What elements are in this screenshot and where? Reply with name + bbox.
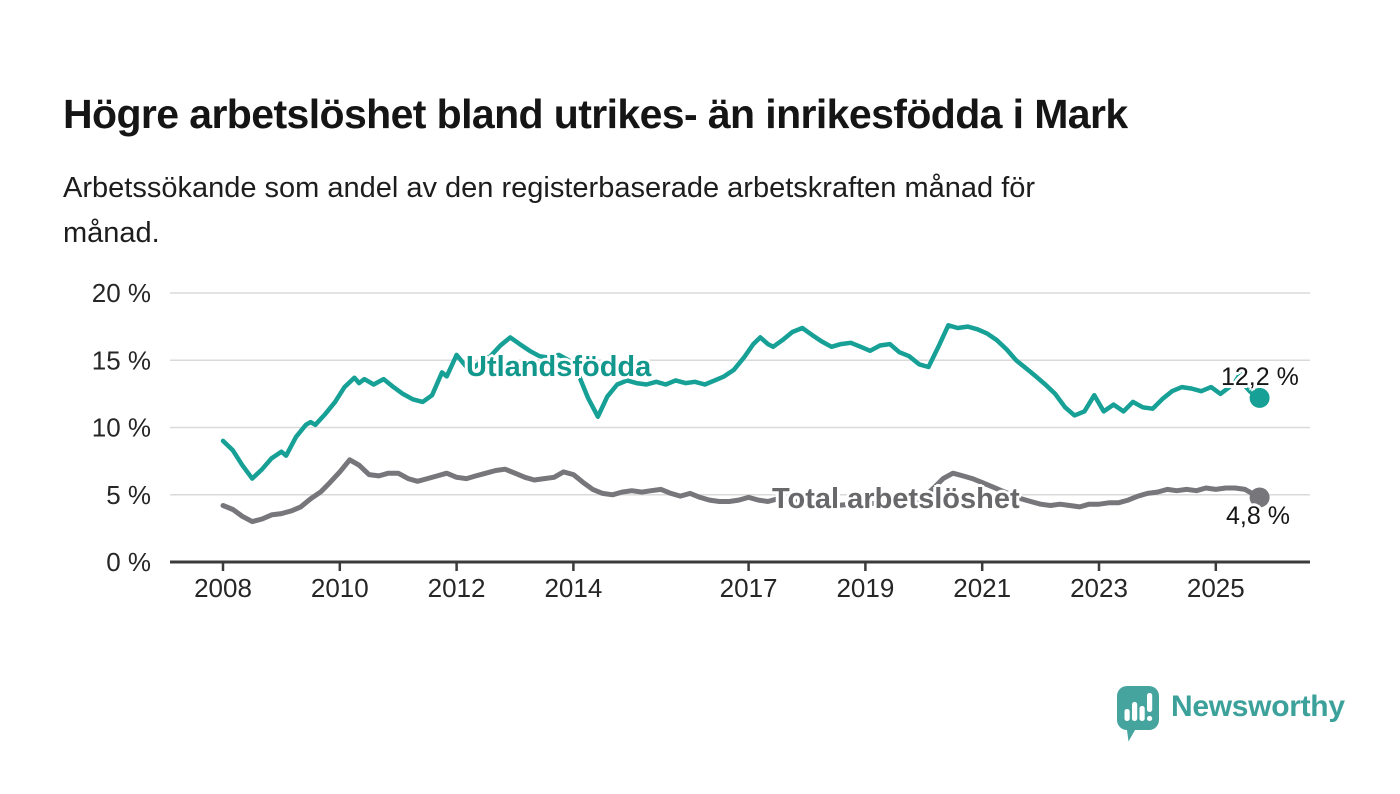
x-axis-tick-label: 2010 [311, 573, 369, 603]
y-axis-tick-label: 20 % [92, 278, 151, 308]
newsworthy-logo-icon [1117, 686, 1159, 742]
series-line-utlandsfodda [220, 323, 1262, 481]
x-axis-tick-label: 2025 [1187, 573, 1245, 603]
y-axis-tick-label: 15 % [92, 345, 151, 375]
speech-bubble-shape [1117, 686, 1159, 742]
y-axis-tick-label: 0 % [106, 547, 151, 577]
x-axis-tick-label: 2023 [1070, 573, 1128, 603]
exclamation-bar [1147, 693, 1153, 712]
newsworthy-branding: Newsworthy [1116, 685, 1345, 743]
series-end-dot-utlandsfodda [1249, 387, 1270, 408]
x-axis-tick-label: 2021 [953, 573, 1011, 603]
end-value-label-utlandsfodda: 12,2 % [1221, 363, 1299, 391]
chart-subtitle-line-2: månad. [63, 217, 160, 249]
page-title: Högre arbetslöshet bland utrikes- än inr… [63, 91, 1128, 138]
chart-subtitle: Arbetssökande som andel av den registerb… [63, 166, 1313, 256]
end-value-label-total: 4,8 % [1226, 502, 1290, 530]
chart-subtitle-line-1: Arbetssökande som andel av den registerb… [63, 172, 1036, 204]
x-axis-tick-label: 2017 [720, 573, 778, 603]
y-axis-tick-label: 10 % [92, 413, 151, 443]
x-axis-tick-label: 2012 [428, 573, 486, 603]
series-label-total-arbetsloshet: Total arbetslöshet [772, 483, 1020, 515]
bar-2 [1132, 702, 1138, 721]
series-label-utlandsfodda: Utlandsfödda [466, 351, 652, 383]
exclamation-dot [1147, 716, 1153, 721]
x-axis-tick-label: 2014 [544, 573, 602, 603]
x-axis-tick-label: 2019 [836, 573, 894, 603]
bar-3 [1139, 706, 1145, 721]
newsworthy-logo-text: Newsworthy [1171, 690, 1345, 723]
series-line-total [220, 457, 1263, 525]
x-axis-tick-label: 2008 [194, 573, 252, 603]
series-end-dot-total [1249, 487, 1270, 508]
bar-1 [1124, 709, 1130, 721]
y-axis-tick-label: 5 % [106, 480, 151, 510]
